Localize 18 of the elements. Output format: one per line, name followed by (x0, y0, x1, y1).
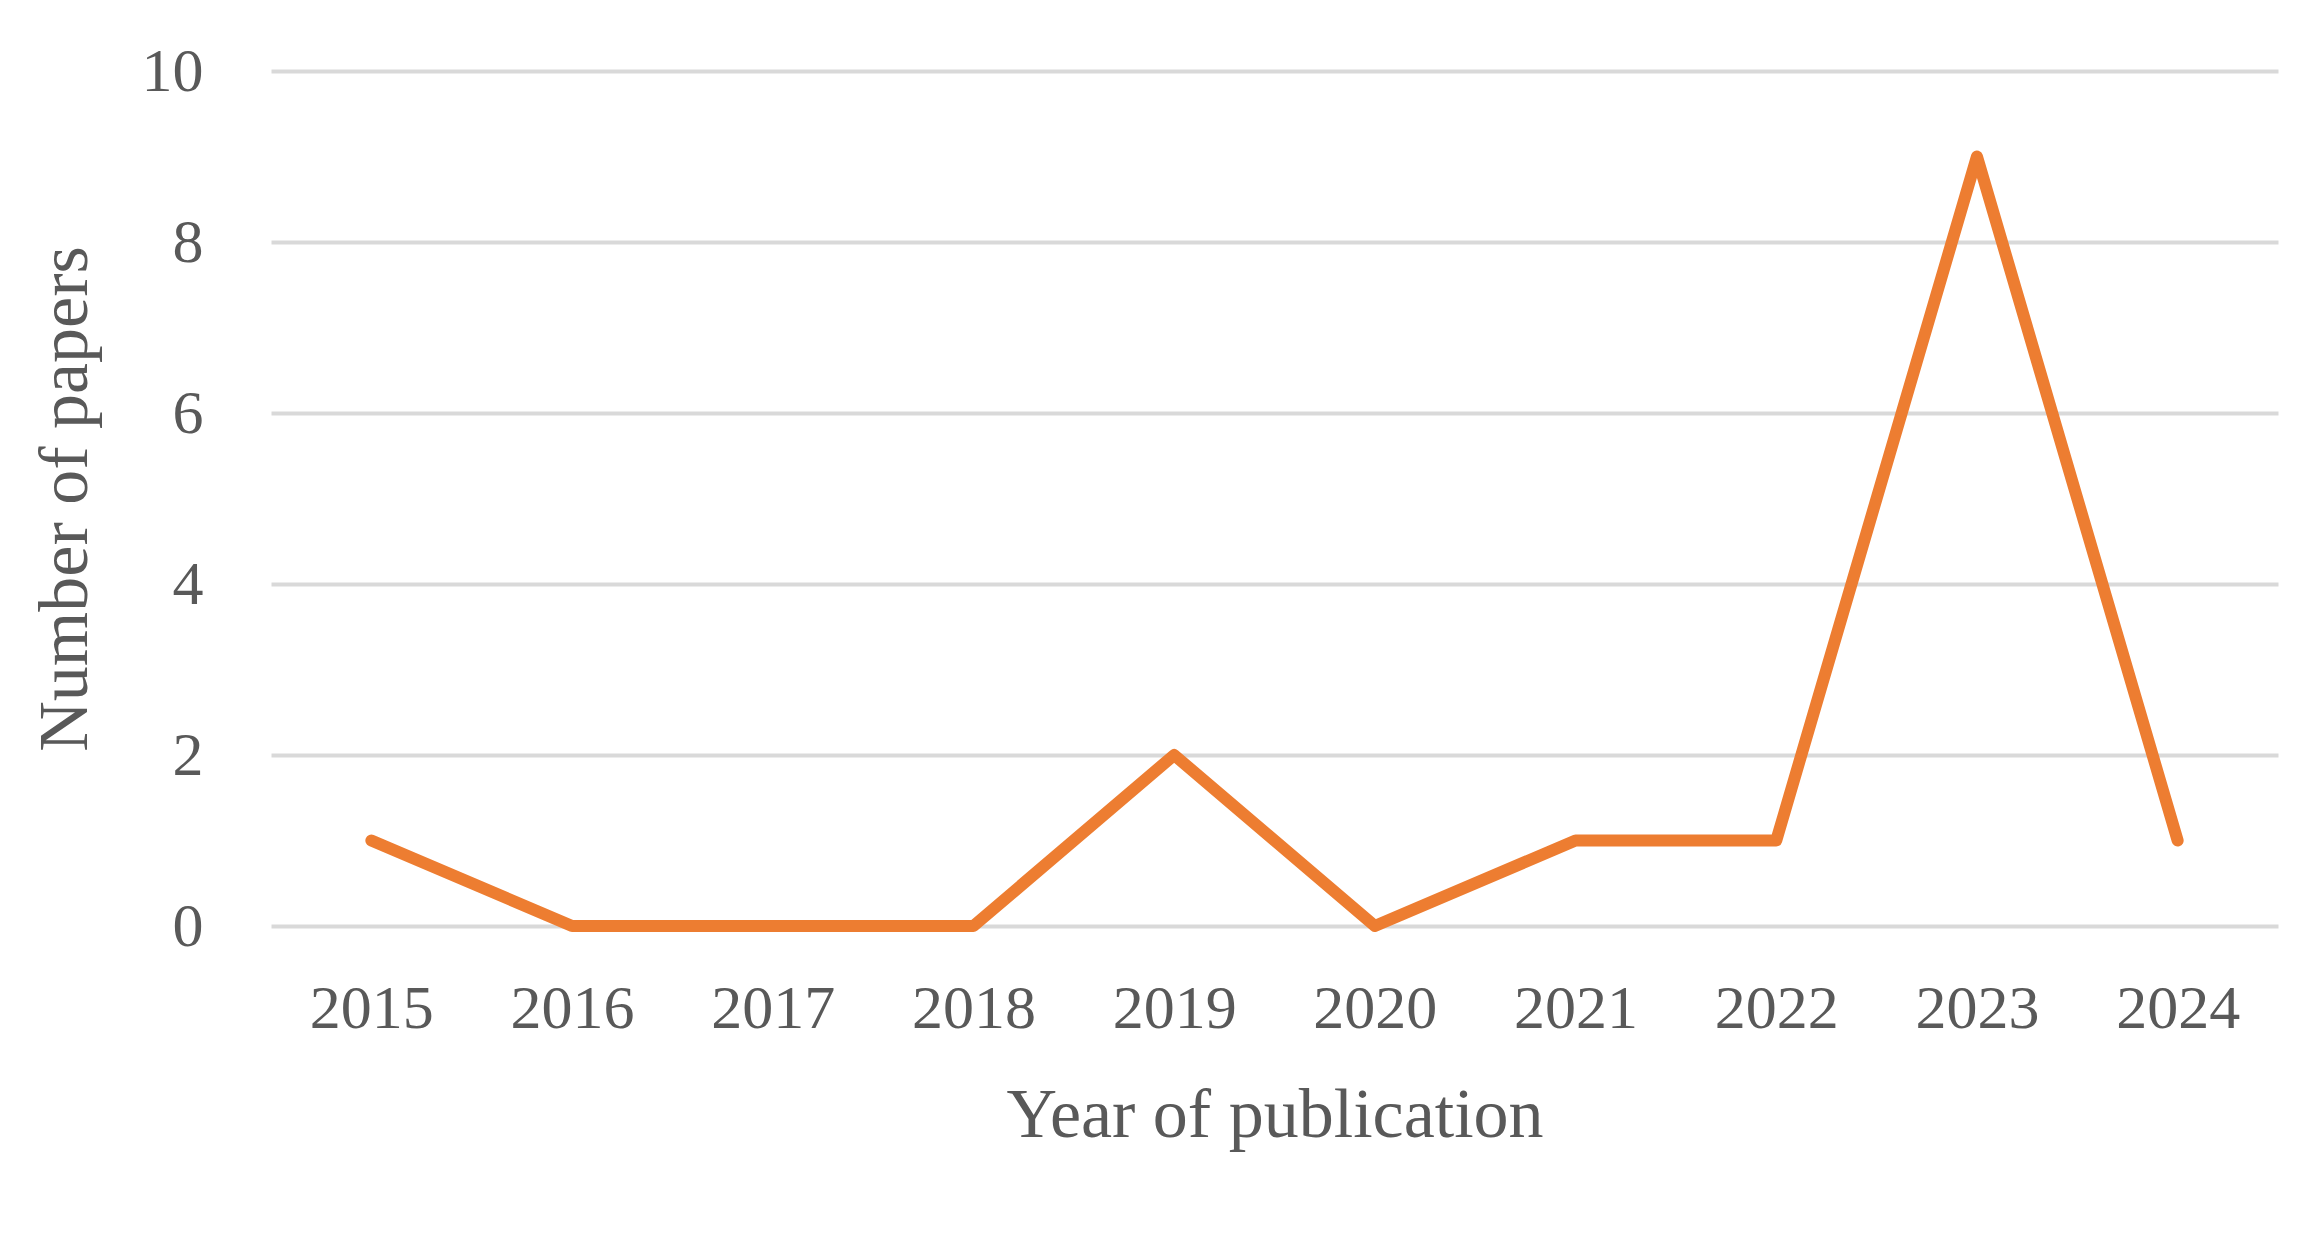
y-tick-label: 6 (172, 377, 204, 446)
x-tick-label: 2020 (1313, 972, 1438, 1041)
x-tick-label: 2017 (711, 972, 836, 1041)
x-tick-label: 2022 (1714, 972, 1839, 1041)
y-tick-label: 8 (172, 206, 204, 275)
x-tick-label: 2016 (510, 972, 635, 1041)
y-tick-label: 2 (172, 719, 204, 788)
x-axis-title: Year of publication (1006, 1074, 1544, 1152)
x-tick-label: 2021 (1514, 972, 1639, 1041)
x-tick-label: 2023 (1915, 972, 2040, 1041)
x-tick-label: 2019 (1112, 972, 1237, 1041)
y-axis-title: Number of papers (24, 246, 102, 752)
y-tick-label: 10 (141, 35, 204, 104)
y-tick-label: 4 (172, 548, 204, 617)
x-tick-label: 2015 (309, 972, 434, 1041)
x-tick-label: 2018 (911, 972, 1036, 1041)
x-tick-label: 2024 (2116, 972, 2241, 1041)
y-tick-label: 0 (172, 890, 204, 959)
